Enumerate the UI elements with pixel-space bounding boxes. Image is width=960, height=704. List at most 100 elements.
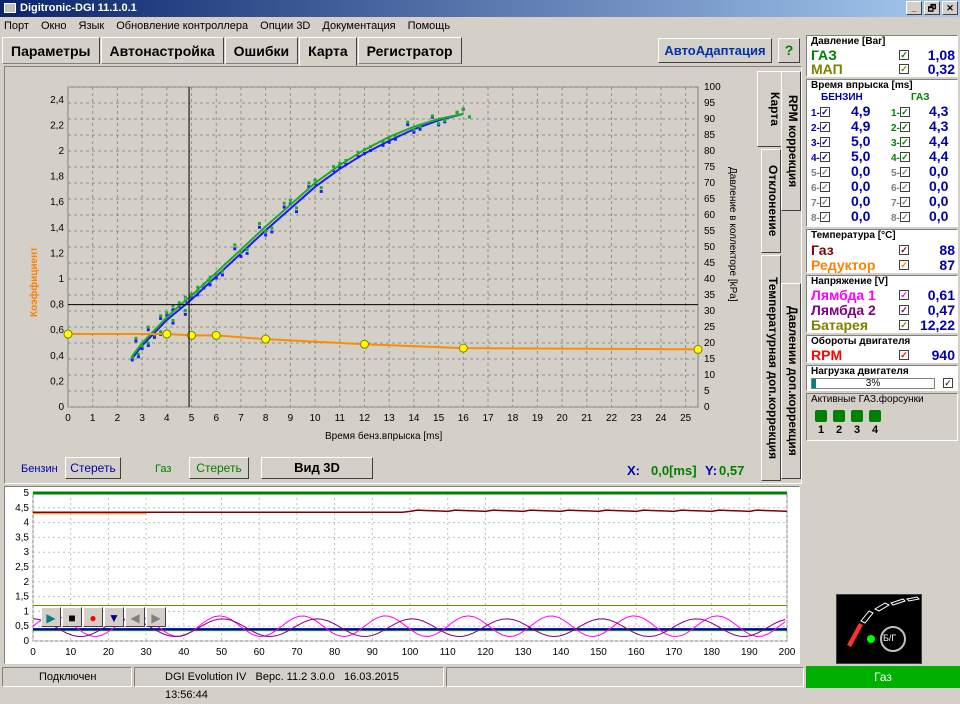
data-point (159, 316, 163, 320)
side-tab-map[interactable]: Карта (757, 71, 783, 147)
close-button[interactable]: ✕ (942, 1, 958, 15)
data-point (418, 127, 422, 131)
y-tick-right: 95 (704, 98, 716, 109)
lambda1-row: Лямбда 1 ✓ 0,61 (811, 288, 955, 302)
benzin-injector-checkbox[interactable]: ✓ (819, 197, 830, 208)
rec-y-tick: 0,5 (15, 621, 29, 632)
map-node[interactable] (63, 329, 73, 339)
side-tab-rpm[interactable]: RPM коррекция (781, 71, 801, 211)
clear-benzin-button[interactable]: Стереть (65, 457, 121, 479)
menu-3d-options[interactable]: Опции 3D (260, 20, 311, 32)
gaz-injector-checkbox[interactable]: ✓ (899, 122, 910, 133)
benzin-injector-1: 1-✓ 4,9 (811, 103, 871, 120)
lambda2-checkbox[interactable]: ✓ (899, 305, 909, 315)
side-tab-pressure-correction[interactable]: Давлении доп.коррекция (781, 283, 801, 479)
gaz-injector-checkbox[interactable]: ✓ (899, 167, 910, 178)
gaz-injector-checkbox[interactable]: ✓ (899, 197, 910, 208)
minimize-button[interactable]: _ (906, 1, 922, 15)
pressure-gas-checkbox[interactable]: ✓ (899, 50, 909, 60)
menu-port[interactable]: Порт (4, 20, 29, 32)
rec-y-tick: 3,5 (15, 532, 29, 543)
benzin-injector-checkbox[interactable]: ✓ (819, 107, 830, 118)
data-point (270, 230, 274, 234)
view-3d-button[interactable]: Вид 3D (261, 457, 373, 479)
gaz-injector-checkbox[interactable]: ✓ (899, 182, 910, 193)
benzin-injector-checkbox[interactable]: ✓ (819, 182, 830, 193)
side-tab-deviation[interactable]: Отклонение (761, 149, 781, 253)
pressure-map-checkbox[interactable]: ✓ (899, 64, 909, 74)
y-tick-right: 85 (704, 130, 716, 141)
help-icon[interactable]: ? (778, 38, 800, 63)
gaz-injector-checkbox[interactable]: ✓ (899, 152, 910, 163)
clear-gaz-button[interactable]: Стереть (189, 457, 249, 479)
gaz-injector-checkbox[interactable]: ✓ (899, 212, 910, 223)
temp-gas-label: Газ (811, 242, 834, 258)
y-tick-right: 45 (704, 258, 716, 269)
rec-x-tick: 90 (367, 647, 379, 658)
temp-gas-checkbox[interactable]: ✓ (899, 245, 909, 255)
benzin-injector-checkbox[interactable]: ✓ (819, 122, 830, 133)
lambda1-checkbox[interactable]: ✓ (899, 290, 909, 300)
next-icon[interactable]: ▶ (146, 607, 166, 627)
map-node[interactable] (162, 329, 172, 339)
menu-docs[interactable]: Документация (322, 20, 396, 32)
main-tabs: Параметры Автонастройка Ошибки Карта Рег… (2, 37, 463, 66)
data-point (165, 311, 169, 315)
gaz-injector-checkbox[interactable]: ✓ (899, 137, 910, 148)
app-icon (4, 3, 16, 14)
auto-adapt-button[interactable]: АвтоАдаптация (658, 38, 772, 63)
tab-recorder[interactable]: Регистратор (357, 37, 462, 64)
data-point (220, 269, 224, 273)
maximize-button[interactable]: 🗗 (924, 1, 940, 15)
rec-y-tick: 4 (23, 518, 29, 529)
rpm-checkbox[interactable]: ✓ (899, 350, 909, 360)
tab-errors[interactable]: Ошибки (224, 37, 299, 64)
rec-y-tick: 4,5 (15, 503, 29, 514)
y-tick-right: 70 (704, 178, 716, 189)
pressure-map-row: МАП ✓ 0,32 (811, 62, 955, 76)
benzin-injector-checkbox[interactable]: ✓ (819, 152, 830, 163)
fuel-switch-label: Б/Г (883, 633, 897, 643)
rec-x-tick: 190 (741, 647, 758, 658)
record-icon[interactable]: ● (83, 607, 103, 627)
map-node[interactable] (359, 339, 369, 349)
temp-reducer-row: Редуктор ✓ 87 (811, 258, 955, 272)
menu-language[interactable]: Язык (78, 20, 105, 32)
menu-help[interactable]: Помощь (407, 20, 451, 32)
map-node[interactable] (261, 334, 271, 344)
data-point (307, 185, 311, 189)
benzin-injector-checkbox[interactable]: ✓ (819, 212, 830, 223)
benzin-injector-checkbox[interactable]: ✓ (819, 137, 830, 148)
y-tick-right: 30 (704, 306, 716, 317)
data-point (190, 292, 194, 296)
play-icon[interactable]: ▶ (41, 607, 61, 627)
gaz-injector-checkbox[interactable]: ✓ (899, 107, 910, 118)
side-tab-temp-correction[interactable]: Температурная доп.коррекция (761, 255, 781, 481)
prev-icon[interactable]: ◀ (125, 607, 145, 627)
tab-parameters[interactable]: Параметры (2, 37, 100, 64)
tab-autotune[interactable]: Автонастройка (100, 37, 224, 64)
benzin-injector-checkbox[interactable]: ✓ (819, 167, 830, 178)
data-point (356, 155, 360, 159)
map-chart[interactable]: 00,20,40,60,811,21,41,61,822,22,40510152… (5, 67, 765, 477)
data-point (282, 205, 286, 209)
menu-window[interactable]: Окно (40, 20, 67, 32)
map-node[interactable] (693, 344, 703, 354)
map-node[interactable] (458, 343, 468, 353)
data-point (171, 321, 175, 325)
data-point (295, 206, 299, 210)
map-node[interactable] (211, 330, 221, 340)
stop-icon[interactable]: ■ (62, 607, 82, 627)
y-tick-right: 40 (704, 274, 716, 285)
load-checkbox[interactable]: ✓ (943, 378, 953, 388)
menu-update[interactable]: Обновление контроллера (116, 20, 249, 32)
save-icon[interactable]: ▼ (104, 607, 124, 627)
x-readout-value: 0,0[ms] (651, 463, 697, 478)
battery-checkbox[interactable]: ✓ (899, 320, 909, 330)
voltage-group: Напряжение [V] Лямбда 1 ✓ 0,61 Лямбда 2 ✓ 0,… (806, 275, 958, 333)
fuel-switch-gauge[interactable]: Б/Г (836, 594, 922, 664)
data-point (461, 107, 465, 111)
temp-reducer-checkbox[interactable]: ✓ (899, 260, 909, 270)
title-bar: Digitronic-DGI 11.1.0.1 _ 🗗 ✕ (0, 0, 960, 17)
tab-map[interactable]: Карта (299, 37, 357, 66)
